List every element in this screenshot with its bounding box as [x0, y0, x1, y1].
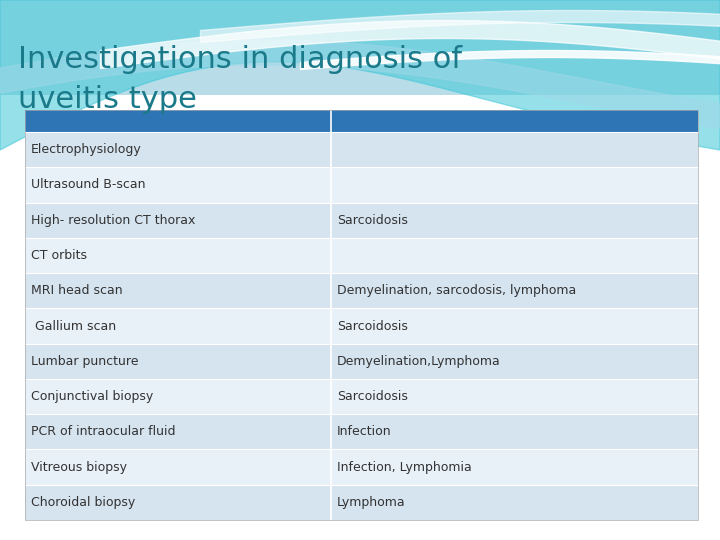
Bar	[25, 202, 698, 238]
Text: Conjunctival biopsy: Conjunctival biopsy	[31, 390, 153, 403]
Text: uveitis type: uveitis type	[18, 85, 197, 114]
Bar	[25, 308, 698, 343]
Text: High- resolution CT thorax: High- resolution CT thorax	[31, 214, 195, 227]
Text: CT orbits: CT orbits	[31, 249, 87, 262]
Text: Sarcoidosis: Sarcoidosis	[337, 390, 408, 403]
Text: Choroidal biopsy: Choroidal biopsy	[31, 496, 135, 509]
Bar	[25, 110, 698, 520]
Bar	[25, 110, 698, 132]
Text: Infection, Lymphomia: Infection, Lymphomia	[337, 461, 472, 474]
Bar	[25, 485, 698, 520]
Text: Lumbar puncture: Lumbar puncture	[31, 355, 138, 368]
Text: Demyelination, sarcodosis, lymphoma: Demyelination, sarcodosis, lymphoma	[337, 284, 577, 297]
Text: Electrophysiology: Electrophysiology	[31, 143, 142, 156]
Bar	[25, 238, 698, 273]
FancyBboxPatch shape	[0, 0, 720, 100]
Text: Lymphoma: Lymphoma	[337, 496, 406, 509]
Text: Ultrasound B-scan: Ultrasound B-scan	[31, 178, 145, 191]
Text: Gallium scan: Gallium scan	[31, 320, 116, 333]
Bar	[25, 132, 698, 167]
Text: Demyelination,Lymphoma: Demyelination,Lymphoma	[337, 355, 501, 368]
Text: Infection: Infection	[337, 426, 392, 438]
Text: Vitreous biopsy: Vitreous biopsy	[31, 461, 127, 474]
Bar	[25, 379, 698, 414]
Bar	[25, 167, 698, 202]
Text: Sarcoidosis: Sarcoidosis	[337, 214, 408, 227]
Bar	[25, 343, 698, 379]
Bar	[25, 273, 698, 308]
Text: MRI head scan: MRI head scan	[31, 284, 122, 297]
FancyBboxPatch shape	[0, 95, 720, 540]
Bar	[25, 449, 698, 485]
Text: Sarcoidosis: Sarcoidosis	[337, 320, 408, 333]
Text: PCR of intraocular fluid: PCR of intraocular fluid	[31, 426, 176, 438]
Bar	[25, 414, 698, 449]
Text: Investigations in diagnosis of: Investigations in diagnosis of	[18, 45, 462, 74]
